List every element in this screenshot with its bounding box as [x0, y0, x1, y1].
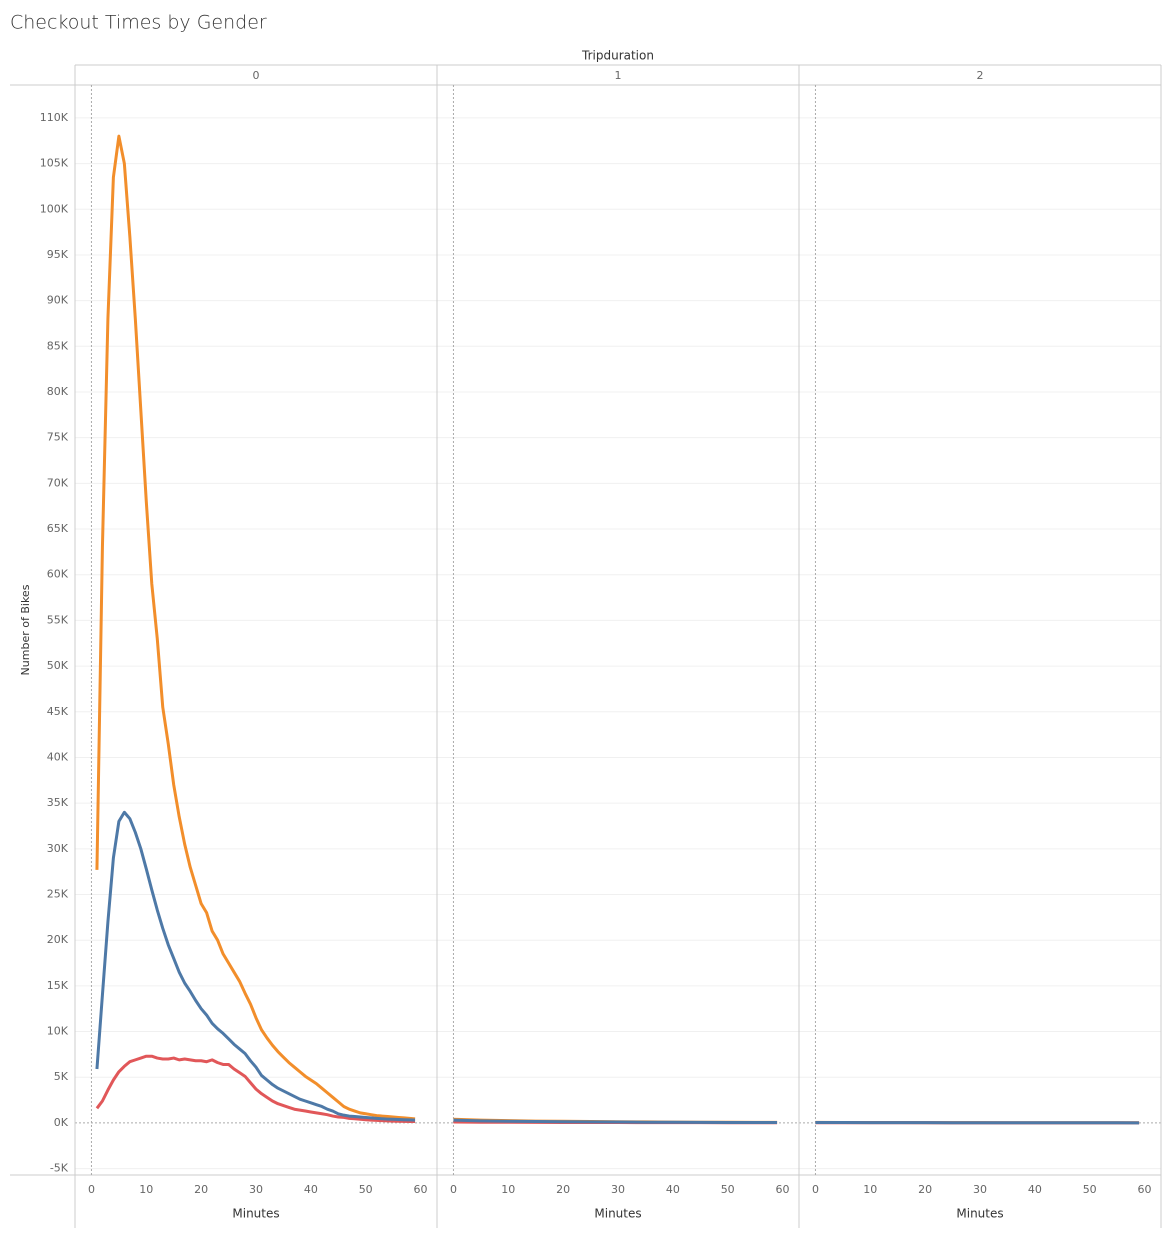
- y-tick-label: 40K: [47, 750, 69, 763]
- x-tick-label: 30: [611, 1183, 625, 1196]
- x-tick-label: 0: [88, 1183, 95, 1196]
- y-tick-label: 80K: [47, 385, 69, 398]
- panel-label: 0: [253, 69, 260, 82]
- x-tick-label: 40: [666, 1183, 680, 1196]
- column-header: Tripduration: [581, 49, 654, 63]
- x-tick-label: 60: [414, 1183, 428, 1196]
- panel-label: 2: [977, 69, 984, 82]
- series-line: [95, 810, 416, 1122]
- x-tick-label: 20: [194, 1183, 208, 1196]
- y-tick-label: 105K: [40, 157, 69, 170]
- y-tick-label: 50K: [47, 659, 69, 672]
- x-tick-label: 50: [721, 1183, 735, 1196]
- y-tick-label: 60K: [47, 568, 69, 581]
- x-tick-label: 20: [556, 1183, 570, 1196]
- y-tick-label: 70K: [47, 476, 69, 489]
- y-tick-label: 85K: [47, 339, 69, 352]
- panel-label: 1: [615, 69, 622, 82]
- y-tick-label: 20K: [47, 933, 69, 946]
- x-tick-label: 50: [1083, 1183, 1097, 1196]
- x-tick-label: 30: [973, 1183, 987, 1196]
- x-tick-label: 10: [139, 1183, 153, 1196]
- x-tick-label: 50: [359, 1183, 373, 1196]
- y-tick-label: 15K: [47, 979, 69, 992]
- x-axis-label: Minutes: [594, 1207, 641, 1221]
- x-tick-label: 20: [918, 1183, 932, 1196]
- x-tick-label: 40: [1028, 1183, 1042, 1196]
- y-tick-label: 100K: [40, 202, 69, 215]
- y-tick-label: -5K: [50, 1162, 69, 1175]
- y-tick-label: 30K: [47, 842, 69, 855]
- y-tick-label: 5K: [54, 1070, 69, 1083]
- x-tick-label: 60: [1138, 1183, 1152, 1196]
- y-tick-label: 35K: [47, 796, 69, 809]
- x-tick-label: 60: [776, 1183, 790, 1196]
- series-line: [95, 1054, 416, 1124]
- x-axis-label: Minutes: [956, 1207, 1003, 1221]
- y-tick-label: 45K: [47, 705, 69, 718]
- y-axis-label: Number of Bikes: [19, 584, 32, 675]
- x-tick-label: 40: [304, 1183, 318, 1196]
- y-tick-label: 90K: [47, 294, 69, 307]
- series-line: [95, 134, 416, 1121]
- series-line: [453, 1118, 778, 1125]
- x-tick-label: 10: [501, 1183, 515, 1196]
- x-tick-label: 10: [863, 1183, 877, 1196]
- y-tick-label: 10K: [47, 1025, 69, 1038]
- y-tick-label: 95K: [47, 248, 69, 261]
- y-tick-label: 75K: [47, 431, 69, 444]
- y-tick-label: 0K: [54, 1116, 69, 1129]
- x-axis-label: Minutes: [232, 1207, 279, 1221]
- y-tick-label: 110K: [40, 111, 69, 124]
- x-tick-label: 30: [249, 1183, 263, 1196]
- y-tick-label: 25K: [47, 888, 69, 901]
- y-tick-label: 65K: [47, 522, 69, 535]
- x-tick-label: 0: [450, 1183, 457, 1196]
- x-tick-label: 0: [812, 1183, 819, 1196]
- chart-title: Checkout Times by Gender: [10, 12, 267, 34]
- y-tick-label: 55K: [47, 613, 69, 626]
